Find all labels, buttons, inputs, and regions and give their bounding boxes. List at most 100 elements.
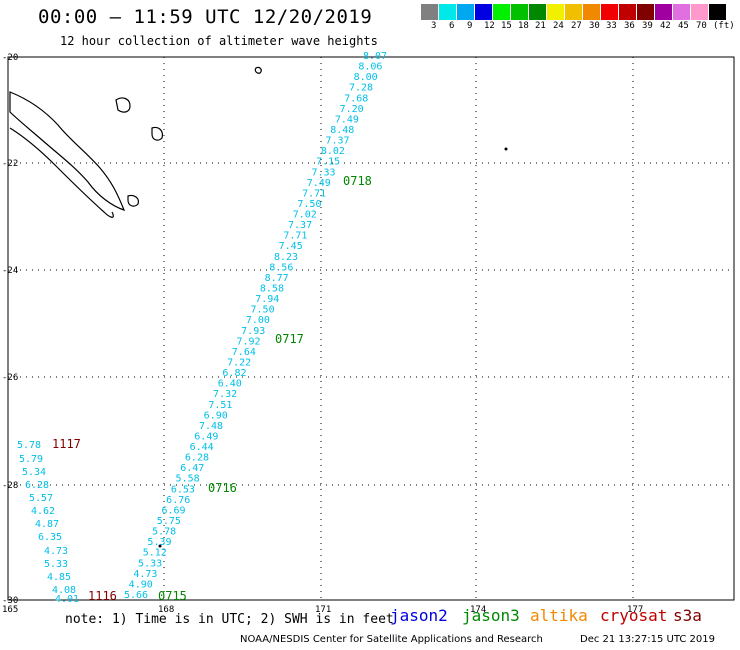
colorbar-swatch xyxy=(547,4,565,20)
swh-value: 4.85 xyxy=(47,572,71,583)
coastline xyxy=(9,91,126,211)
coastline xyxy=(151,126,163,141)
footer-credit: NOAA/NESDIS Center for Satellite Applica… xyxy=(240,634,543,645)
pass-time-label: 0717 xyxy=(275,332,304,346)
wave-height-colorbar xyxy=(421,4,727,20)
swh-value: 8.07 xyxy=(363,51,387,62)
swh-value: 7.50 xyxy=(251,305,275,316)
legend-s3a: s3a xyxy=(673,606,702,625)
swh-value: 7.37 xyxy=(326,136,350,147)
legend-jason3: jason3 xyxy=(462,606,520,625)
colorbar-label: 42 xyxy=(660,21,671,31)
colorbar-swatch xyxy=(709,4,727,20)
latitude-label: -24 xyxy=(2,266,18,276)
swh-value: 6.76 xyxy=(166,495,190,506)
swh-value: 6.44 xyxy=(190,442,214,453)
colorbar-label: 24 xyxy=(553,21,564,31)
colorbar-label: 45 xyxy=(678,21,689,31)
pass-time-label: 0716 xyxy=(208,481,237,495)
swh-value: 7.22 xyxy=(227,357,251,368)
swh-value: 4.73 xyxy=(44,546,68,557)
latitude-label: -22 xyxy=(2,159,18,169)
latitude-label: -20 xyxy=(2,53,18,63)
colorbar-label: 30 xyxy=(589,21,600,31)
swh-value: 5.39 xyxy=(147,537,171,548)
colorbar-swatch xyxy=(655,4,673,20)
swh-value: 6.35 xyxy=(38,532,62,543)
swh-value: 6.69 xyxy=(161,505,185,516)
longitude-label: 171 xyxy=(315,605,331,615)
colorbar-label: (ft) xyxy=(713,21,735,31)
island-dot xyxy=(158,544,162,548)
swh-value: 7.51 xyxy=(208,400,232,411)
swh-value: 7.20 xyxy=(340,104,364,115)
legend-altika: altika xyxy=(530,606,588,625)
swh-value: 7.68 xyxy=(344,93,368,104)
swh-value: 8.06 xyxy=(358,62,382,73)
swh-value: 7.37 xyxy=(288,220,312,231)
swh-value: 6.90 xyxy=(204,410,228,421)
colorbar-swatch xyxy=(583,4,601,20)
swh-value: 7.15 xyxy=(316,157,340,168)
swh-value: 6.28 xyxy=(185,453,209,464)
swh-value: 8.56 xyxy=(269,262,293,273)
swh-value: 8.77 xyxy=(265,273,289,284)
swh-value: 6.49 xyxy=(194,431,218,442)
legend-cryosat: cryosat xyxy=(600,606,668,625)
swh-value: 5.57 xyxy=(29,493,53,504)
colorbar-swatch xyxy=(565,4,583,20)
swh-value: 5.33 xyxy=(44,559,68,570)
swh-value: 5.34 xyxy=(22,467,46,478)
swh-value: 4.62 xyxy=(31,506,55,517)
swh-value: 7.33 xyxy=(311,167,335,178)
swh-value: 7.71 xyxy=(302,188,326,199)
island-dot xyxy=(504,147,508,151)
colorbar-label: 70 xyxy=(696,21,707,31)
swh-value: 5.12 xyxy=(143,548,167,559)
swh-value: 6.82 xyxy=(222,368,246,379)
swh-value: 5.66 xyxy=(124,590,148,601)
colorbar-swatch xyxy=(511,4,529,20)
swh-value: 7.32 xyxy=(213,389,237,400)
legend-jason2: jason2 xyxy=(390,606,448,625)
colorbar-swatch xyxy=(637,4,655,20)
colorbar-swatch xyxy=(421,4,439,20)
colorbar-label: 18 xyxy=(518,21,529,31)
swh-value: 7.00 xyxy=(246,315,270,326)
swh-value: 7.48 xyxy=(199,421,223,432)
colorbar-swatch xyxy=(475,4,493,20)
chart-title: 00:00 – 11:59 UTC 12/20/2019 xyxy=(38,6,373,28)
coastline xyxy=(254,66,262,74)
colorbar-label: 33 xyxy=(606,21,617,31)
swh-value: 5.78 xyxy=(17,440,41,451)
swh-value: 4.73 xyxy=(133,569,157,580)
pass-time-label: 0718 xyxy=(343,174,372,188)
colorbar-labels: 3 6 9 12 15 18 21 24 27 30 33 36 39 42 45 70 (ft) xyxy=(421,21,740,35)
latitude-label: -28 xyxy=(2,481,18,491)
map-frame xyxy=(7,56,735,601)
swh-value: 7.92 xyxy=(236,336,260,347)
swh-value: 8.58 xyxy=(260,284,284,295)
coastline xyxy=(115,97,131,113)
colorbar-label: 39 xyxy=(642,21,653,31)
swh-value: 4.87 xyxy=(35,519,59,530)
swh-value: 7.49 xyxy=(307,178,331,189)
swh-value: 7.94 xyxy=(255,294,279,305)
swh-value: 7.02 xyxy=(293,210,317,221)
swh-value: 8.48 xyxy=(330,125,354,136)
colorbar-label: 9 xyxy=(467,21,473,31)
colorbar-swatch xyxy=(619,4,637,20)
colorbar-swatch xyxy=(493,4,511,20)
swh-value: 7.49 xyxy=(335,114,359,125)
longitude-label: 174 xyxy=(470,605,486,615)
swh-value: 7.50 xyxy=(297,199,321,210)
swh-value: 8.00 xyxy=(354,72,378,83)
swh-value: 4.90 xyxy=(129,579,153,590)
footer-note: note: 1) Time is in UTC; 2) SWH is in fe… xyxy=(65,612,394,627)
swh-value: 8.23 xyxy=(274,252,298,263)
longitude-label: 165 xyxy=(2,605,18,615)
chart-subtitle: 12 hour collection of altimeter wave hei… xyxy=(60,34,378,48)
colorbar-swatch xyxy=(529,4,547,20)
colorbar-swatch xyxy=(601,4,619,20)
swh-value: 8.02 xyxy=(321,146,345,157)
